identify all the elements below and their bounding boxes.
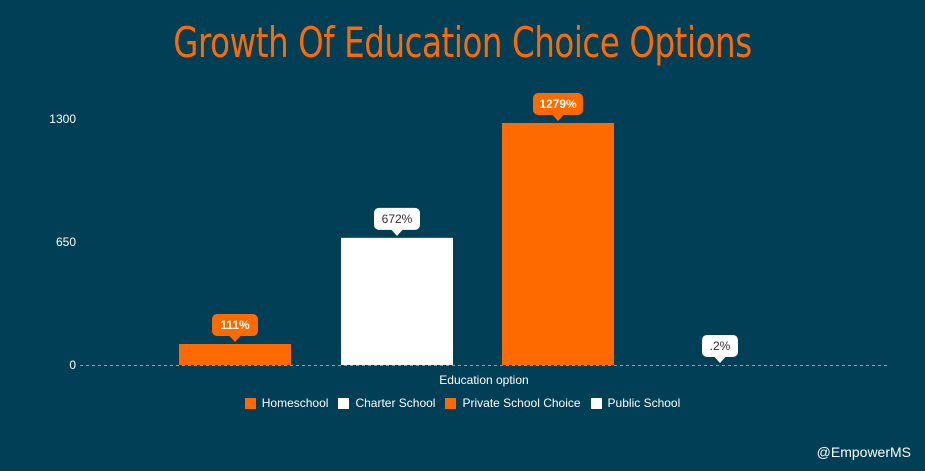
data-label-bubble — [702, 334, 738, 357]
data-label: 1279% — [539, 97, 577, 111]
y-tick-label: 1300 — [49, 112, 76, 126]
legend-swatch — [338, 397, 350, 409]
data-label-pointer — [391, 229, 403, 236]
y-tick-label: 650 — [56, 235, 76, 249]
legend-swatch — [590, 397, 602, 409]
legend-label: Public School — [607, 396, 681, 410]
legend-swatch — [445, 397, 457, 409]
data-label-pointer — [229, 335, 241, 342]
data-label-bubble — [533, 92, 583, 115]
data-label: .2% — [710, 339, 731, 353]
legend-label: Private School Choice — [462, 396, 581, 410]
legend-label: Homeschool — [261, 396, 329, 410]
legend-item[interactable]: Private School Choice — [445, 396, 581, 410]
credit-handle: @EmpowerMS — [816, 444, 911, 460]
data-label: 111% — [220, 318, 250, 332]
legend-label: Charter School — [355, 396, 436, 410]
legend-item[interactable]: Charter School — [338, 396, 435, 410]
data-label-bubble — [374, 207, 420, 230]
legend-item[interactable]: Public School — [590, 396, 681, 410]
legend-item[interactable]: Homeschool — [244, 396, 329, 410]
data-label-pointer — [552, 114, 564, 121]
bar — [179, 343, 291, 365]
y-tick-label: 0 — [69, 358, 76, 372]
x-axis-label: Education option — [439, 373, 528, 387]
data-label-pointer — [714, 356, 726, 363]
bar — [341, 237, 453, 365]
bar — [502, 122, 614, 365]
legend-swatch — [244, 397, 256, 409]
data-label-bubble — [212, 313, 258, 336]
data-label: 672% — [382, 212, 413, 226]
chart-title: Growth Of Education Choice Options — [173, 18, 752, 67]
chart-legend: Homeschool Charter School Private School C… — [0, 396, 925, 410]
